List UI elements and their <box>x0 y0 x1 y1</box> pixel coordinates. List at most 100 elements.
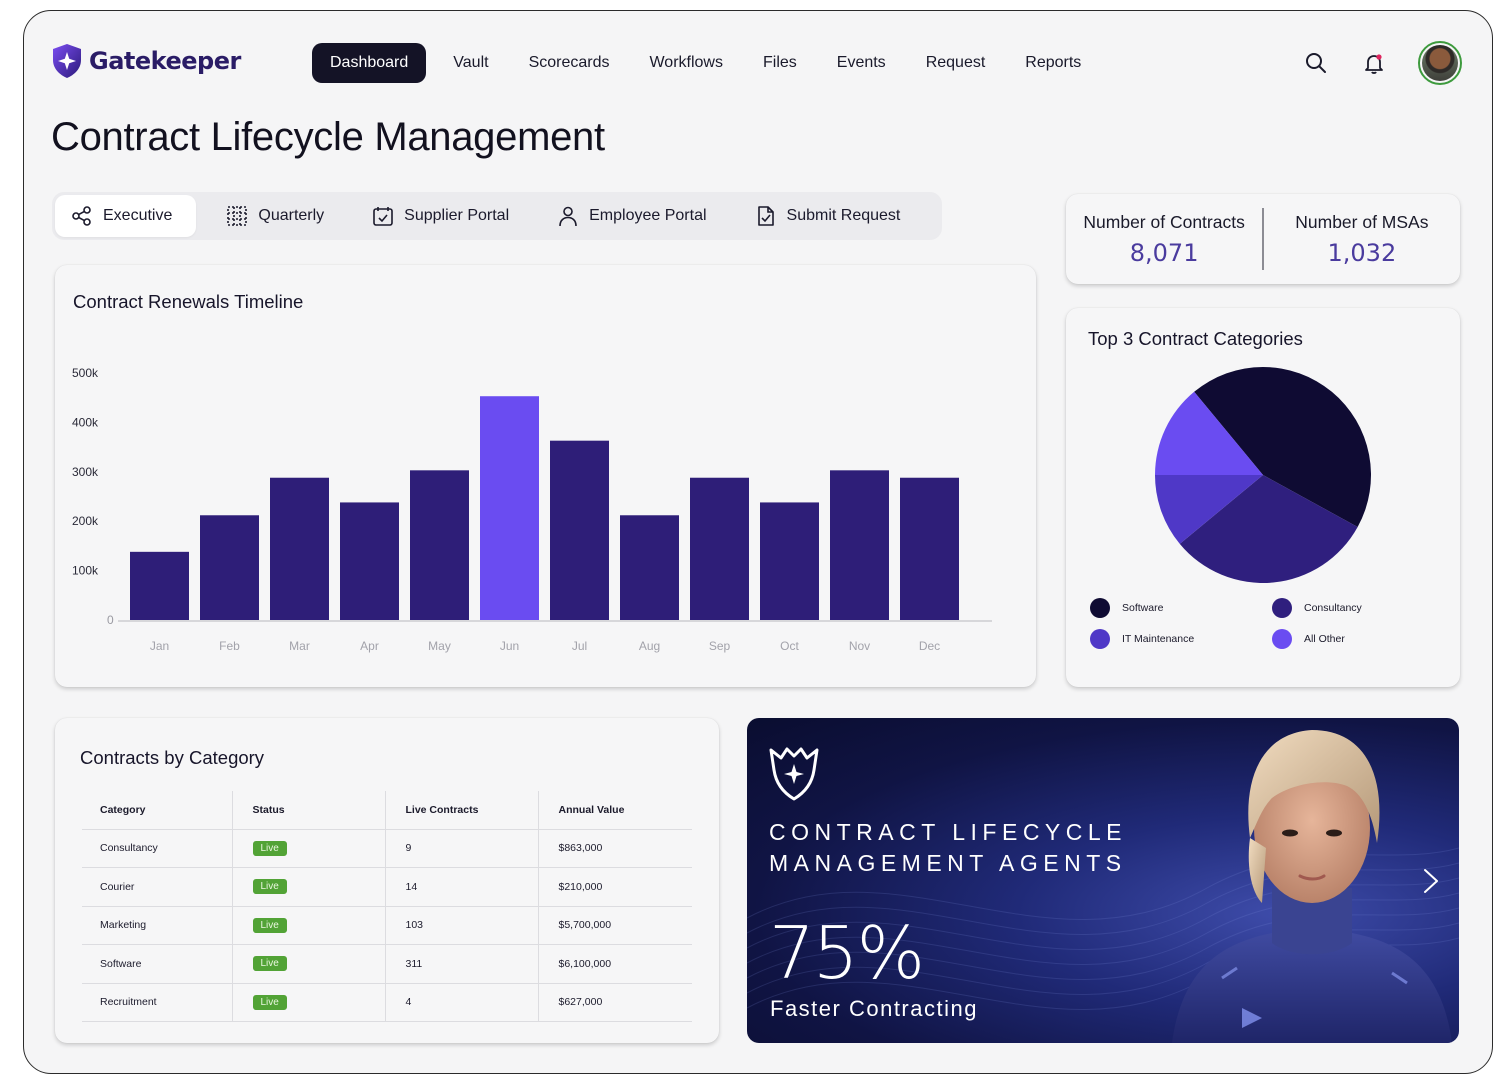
x-tick-label: Aug <box>639 639 660 653</box>
x-tick-label: Sep <box>709 639 731 653</box>
tab-submit-request[interactable]: Submit Request <box>739 195 917 237</box>
table-cell: 9 <box>384 829 538 868</box>
tab-label: Quarterly <box>258 207 325 224</box>
agent-portrait-image <box>1172 730 1452 1043</box>
table-cell: 311 <box>384 944 538 984</box>
tab-label: Submit Request <box>786 207 901 224</box>
table-cell: Live <box>231 829 385 868</box>
promo-subtitle: Faster Contracting <box>770 996 978 1021</box>
y-tick-label: 200k <box>72 514 99 528</box>
y-tick-label: 100k <box>72 564 99 578</box>
y-tick-label: 500k <box>72 366 99 380</box>
table-row[interactable]: Recruitment Live 4 $627,000 <box>82 983 692 1022</box>
nav-actions <box>1302 41 1462 85</box>
table-cell: $627,000 <box>537 983 692 1022</box>
contract-stats-card: Number of Contracts 8,071 Number of MSAs… <box>1066 194 1460 284</box>
chevron-right-icon[interactable] <box>1415 866 1445 896</box>
status-badge: Live <box>252 994 287 1010</box>
contracts-label: Number of Contracts <box>1083 211 1245 232</box>
table-cell: Courier <box>82 867 232 907</box>
agents-promo-banner[interactable]: CONTRACT LIFECYCLE MANAGEMENT AGENTS 75%… <box>747 718 1459 1043</box>
table-cell: Live <box>231 906 385 945</box>
tab-employee-portal[interactable]: Employee Portal <box>541 195 722 237</box>
pie-slice-all-other <box>1155 391 1263 475</box>
table-row[interactable]: Courier Live 14 $210,000 <box>82 867 692 907</box>
x-tick-label: May <box>428 639 451 653</box>
promo-wave-background <box>747 847 1459 1010</box>
table-row[interactable]: Software Live 311 $6,100,000 <box>82 944 692 984</box>
table-cell: 4 <box>384 983 538 1022</box>
legend-label: All Other <box>1304 633 1345 645</box>
nav-item-events[interactable]: Events <box>836 54 886 71</box>
tab-quarterly[interactable]: Quarterly <box>210 195 340 237</box>
legend-item: Consultancy <box>1272 598 1440 618</box>
table-cell: 14 <box>384 867 538 907</box>
nav-item-request[interactable]: Request <box>925 54 986 71</box>
bell-icon[interactable] <box>1360 49 1388 77</box>
tab-label: Supplier Portal <box>404 207 510 224</box>
bar-feb <box>200 515 259 620</box>
column-header[interactable]: Category <box>82 791 232 830</box>
search-icon[interactable] <box>1302 49 1330 77</box>
x-tick-label: Jun <box>500 639 519 653</box>
top-categories-card: Top 3 Contract Categories Software Consul… <box>1066 308 1460 687</box>
share-icon <box>71 205 93 227</box>
x-tick-label: Jul <box>572 639 587 653</box>
y-tick-label: 300k <box>72 465 99 479</box>
status-badge: Live <box>252 840 287 856</box>
user-avatar[interactable] <box>1418 41 1462 85</box>
promo-heading: CONTRACT LIFECYCLE MANAGEMENT AGENTS <box>769 817 1127 879</box>
legend-item: IT Maintenance <box>1090 629 1272 649</box>
top-categories-title: Top 3 Contract Categories <box>1088 328 1303 349</box>
promo-heading-line1: CONTRACT LIFECYCLE <box>769 819 1128 845</box>
bar-sep <box>690 477 749 620</box>
status-badge: Live <box>252 956 287 972</box>
agent-shield-logo-icon <box>769 747 819 801</box>
nav-item-vault[interactable]: Vault <box>453 54 489 71</box>
table-row[interactable]: Marketing Live 103 $5,700,000 <box>82 906 692 945</box>
nav-item-scorecards[interactable]: Scorecards <box>528 54 610 71</box>
bar-jan <box>130 551 189 620</box>
top-categories-pie-chart <box>1155 367 1371 583</box>
msas-stat: Number of MSAs 1,032 <box>1264 212 1460 267</box>
bar-may <box>410 470 469 620</box>
contracts-stat: Number of Contracts 8,071 <box>1066 212 1262 267</box>
table-cell: Live <box>231 867 385 907</box>
tab-supplier-portal[interactable]: Supplier Portal <box>356 195 525 237</box>
legend-label: Consultancy <box>1304 602 1362 614</box>
table-cell: Consultancy <box>82 829 232 868</box>
legend-item: Software <box>1090 598 1272 618</box>
column-header[interactable]: Annual Value <box>537 791 692 830</box>
x-tick-label: Feb <box>219 639 240 653</box>
legend-item: All Other <box>1272 629 1440 649</box>
nav-item-dashboard[interactable]: Dashboard <box>312 43 427 83</box>
msas-label: Number of MSAs <box>1295 211 1429 232</box>
renewals-title: Contract Renewals Timeline <box>73 291 304 312</box>
x-tick-label: Dec <box>919 639 940 653</box>
y-tick-label: 0 <box>107 613 114 627</box>
renewals-bar-chart: 0 100k 200k 300k 400k 500k Jan Feb Mar Apr May Jun J… <box>72 366 992 653</box>
column-header[interactable]: Status <box>231 791 385 830</box>
bar-apr <box>340 502 399 620</box>
top-nav: Dashboard Vault Scorecards Workflows Files Ev… <box>312 43 1106 83</box>
brand-logo[interactable]: Gatekeeper <box>51 43 241 79</box>
nav-item-workflows[interactable]: Workflows <box>649 54 723 71</box>
nav-item-reports[interactable]: Reports <box>1025 54 1082 71</box>
contracts-value: 8,071 <box>1129 238 1199 267</box>
contracts-table: Category Status Live Contracts Annual Value… <box>82 791 692 1022</box>
table-cell: Software <box>82 944 232 984</box>
column-header[interactable]: Live Contracts <box>384 791 538 830</box>
msas-value: 1,032 <box>1327 238 1397 267</box>
nav-item-files[interactable]: Files <box>762 54 797 71</box>
table-cell: $5,700,000 <box>537 906 692 945</box>
by-category-title: Contracts by Category <box>80 747 265 768</box>
bar-nov <box>830 470 889 620</box>
tab-executive[interactable]: Executive <box>55 195 197 237</box>
bar-oct <box>760 502 819 620</box>
pie-legend: Software Consultancy IT Maintenance All Oth… <box>1090 598 1440 649</box>
page-title: Contract Lifecycle Management <box>51 115 605 159</box>
bar-dec <box>900 477 959 620</box>
y-tick-label: 400k <box>72 415 99 429</box>
table-cell: Live <box>231 983 385 1022</box>
table-row[interactable]: Consultancy Live 9 $863,000 <box>82 829 692 868</box>
